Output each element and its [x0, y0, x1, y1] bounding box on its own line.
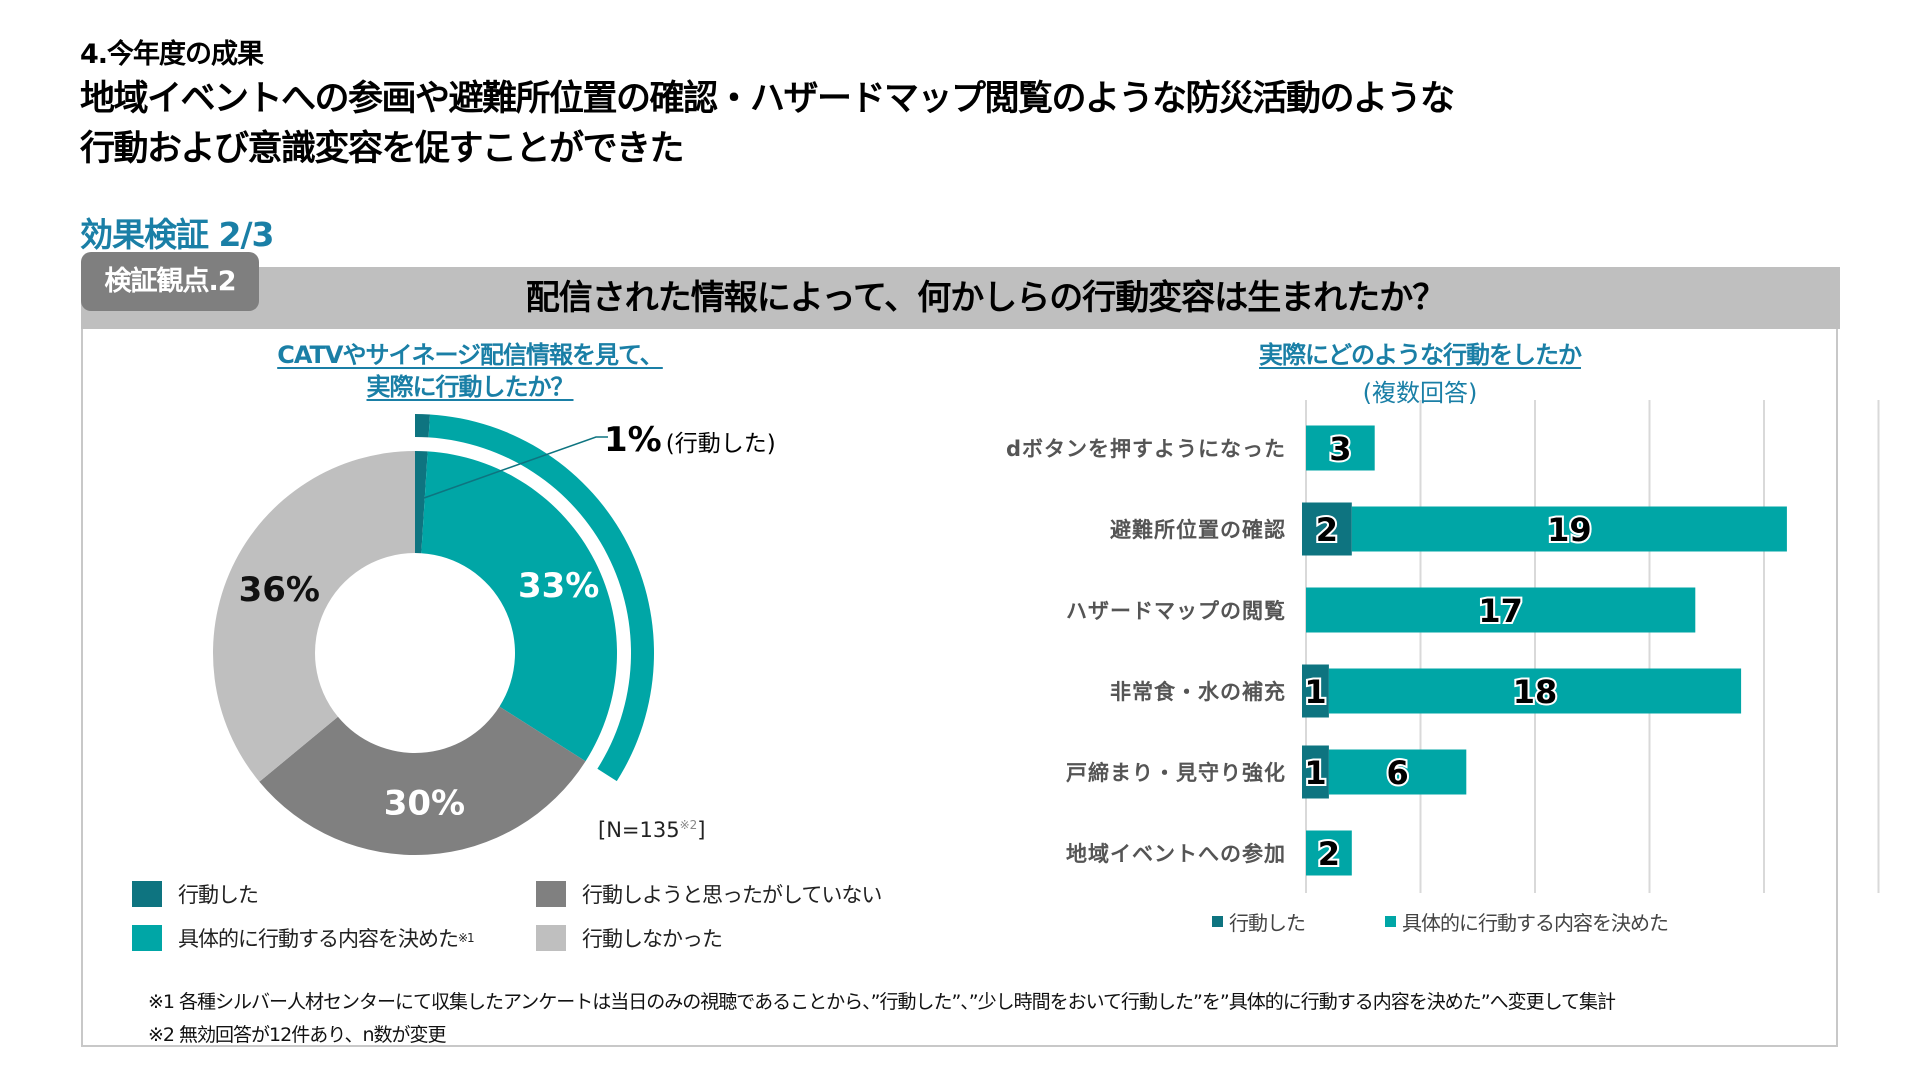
legend-item-did-not-act: 行動しなかった: [536, 923, 723, 953]
bar-legend-item-decided: 具体的に行動する内容を決めた: [1385, 907, 1669, 936]
bar-legend-swatch: [1385, 916, 1396, 927]
bar-legend-label: 具体的に行動する内容を決めた: [1402, 911, 1669, 935]
legend-swatch: [536, 881, 566, 907]
footnote-2: ※2 無効回答が12件あり、n数が変更: [148, 1024, 447, 1046]
donut-slice-label: 30%: [384, 784, 465, 824]
donut-slice-label: 36%: [239, 570, 320, 610]
sample-size-note: ※2: [679, 818, 698, 832]
callout-value: 1%: [604, 420, 662, 460]
bar-chart-title: 実際にどのような行動をしたか: [1259, 341, 1582, 369]
donut-slice: [213, 451, 415, 782]
bar-segment: [1306, 587, 1696, 633]
bar-segment: [1302, 664, 1329, 718]
bar-value-label: 18: [1513, 673, 1558, 711]
callout-text: (行動した): [665, 431, 776, 457]
legend-item-acted: 行動した: [132, 879, 259, 909]
footnote-1: ※1 各種シルバー人材センターにて収集したアンケートは当日のみの視聴であることか…: [148, 991, 1616, 1013]
bar-value-label: 19: [1547, 511, 1592, 549]
highlight-arc-acted: [415, 414, 431, 438]
question-header-band: [81, 267, 1840, 329]
legend-item-decided: 具体的に行動する内容を決めた ※1: [132, 923, 475, 953]
donut-callout: 1% (行動した): [604, 420, 776, 460]
bar-legend-item-acted: 行動した: [1212, 907, 1306, 936]
bar-value-label: 3: [1329, 430, 1351, 468]
bar-value-label: 2: [1318, 835, 1340, 873]
content-panel: [81, 267, 1838, 1047]
sample-size: [N=135※2]: [598, 818, 706, 842]
headline-line-1: 地域イベントへの参画や避難所位置の確認・ハザードマップ閲覧のような防災活動のよう…: [80, 79, 1455, 119]
headline: 地域イベントへの参画や避難所位置の確認・ハザードマップ閲覧のような防災活動のよう…: [80, 74, 1780, 174]
bar-segment: [1351, 506, 1787, 552]
legend-label: 具体的に行動する内容を決めた: [178, 927, 459, 951]
highlight-arc-decided: [428, 414, 655, 782]
legend-swatch: [132, 881, 162, 907]
bar-value-label: 6: [1386, 754, 1408, 792]
bar-value-label: 1: [1304, 673, 1326, 711]
donut-title-line-1: CATVやサイネージ配信情報を見て、: [277, 341, 664, 369]
bar-legend-label: 行動した: [1229, 911, 1306, 935]
section-label: 4.今年度の成果: [80, 39, 264, 70]
donut-slice: [415, 451, 428, 554]
legend-swatch: [132, 925, 162, 951]
bar-segment: [1306, 425, 1375, 471]
bar-category-label: ハザードマップの閲覧: [1066, 599, 1286, 623]
bar-legend-swatch: [1212, 916, 1223, 927]
donut-slice: [421, 451, 617, 762]
legend-note: ※1: [458, 931, 475, 945]
sample-size-close: ]: [697, 818, 706, 842]
bar-category-label: 非常食・水の補充: [1110, 680, 1286, 704]
legend-label: 行動しなかった: [582, 927, 723, 951]
bar-category-label: 戸締まり・見守り強化: [1066, 761, 1286, 785]
bar-segment: [1328, 668, 1742, 714]
legend-label: 行動しようと思ったがしていない: [582, 883, 882, 907]
donut-chart: 33% 30% 36%: [213, 414, 655, 855]
bar-segment: [1328, 749, 1467, 795]
donut-slice-label: 33%: [518, 566, 599, 606]
bar-category-label: dボタンを押すようになった: [1005, 437, 1286, 461]
bar-value-label: 17: [1478, 592, 1523, 630]
donut-slice: [259, 706, 586, 855]
viewpoint-badge: 検証観点.2: [81, 252, 259, 311]
bar-category-label: 避難所位置の確認: [1110, 518, 1286, 542]
donut-title-line-2: 実際に行動したか？: [366, 373, 575, 401]
bar-segment: [1302, 745, 1329, 799]
bar-value-label: 1: [1304, 754, 1326, 792]
donut-chart-title: CATVやサイネージ配信情報を見て、 実際に行動したか？: [220, 339, 720, 403]
callout-leader-line: [423, 436, 608, 499]
question-text: 配信された情報によって、何かしらの行動変容は生まれたか？: [525, 278, 1447, 318]
legend-swatch: [536, 925, 566, 951]
bar-category-label: 地域イベントへの参加: [1066, 842, 1286, 866]
sample-size-label: [N=135: [598, 818, 680, 842]
legend-label: 行動した: [178, 883, 259, 907]
bar-value-label: 2: [1316, 511, 1338, 549]
subsection-title: 効果検証 2/3: [80, 215, 274, 254]
legend-item-thought-not-acted: 行動しようと思ったがしていない: [536, 879, 882, 909]
bar-segment: [1302, 502, 1352, 556]
bar-segment: [1306, 830, 1352, 876]
headline-line-2: 行動および意識変容を促すことができた: [80, 129, 685, 169]
